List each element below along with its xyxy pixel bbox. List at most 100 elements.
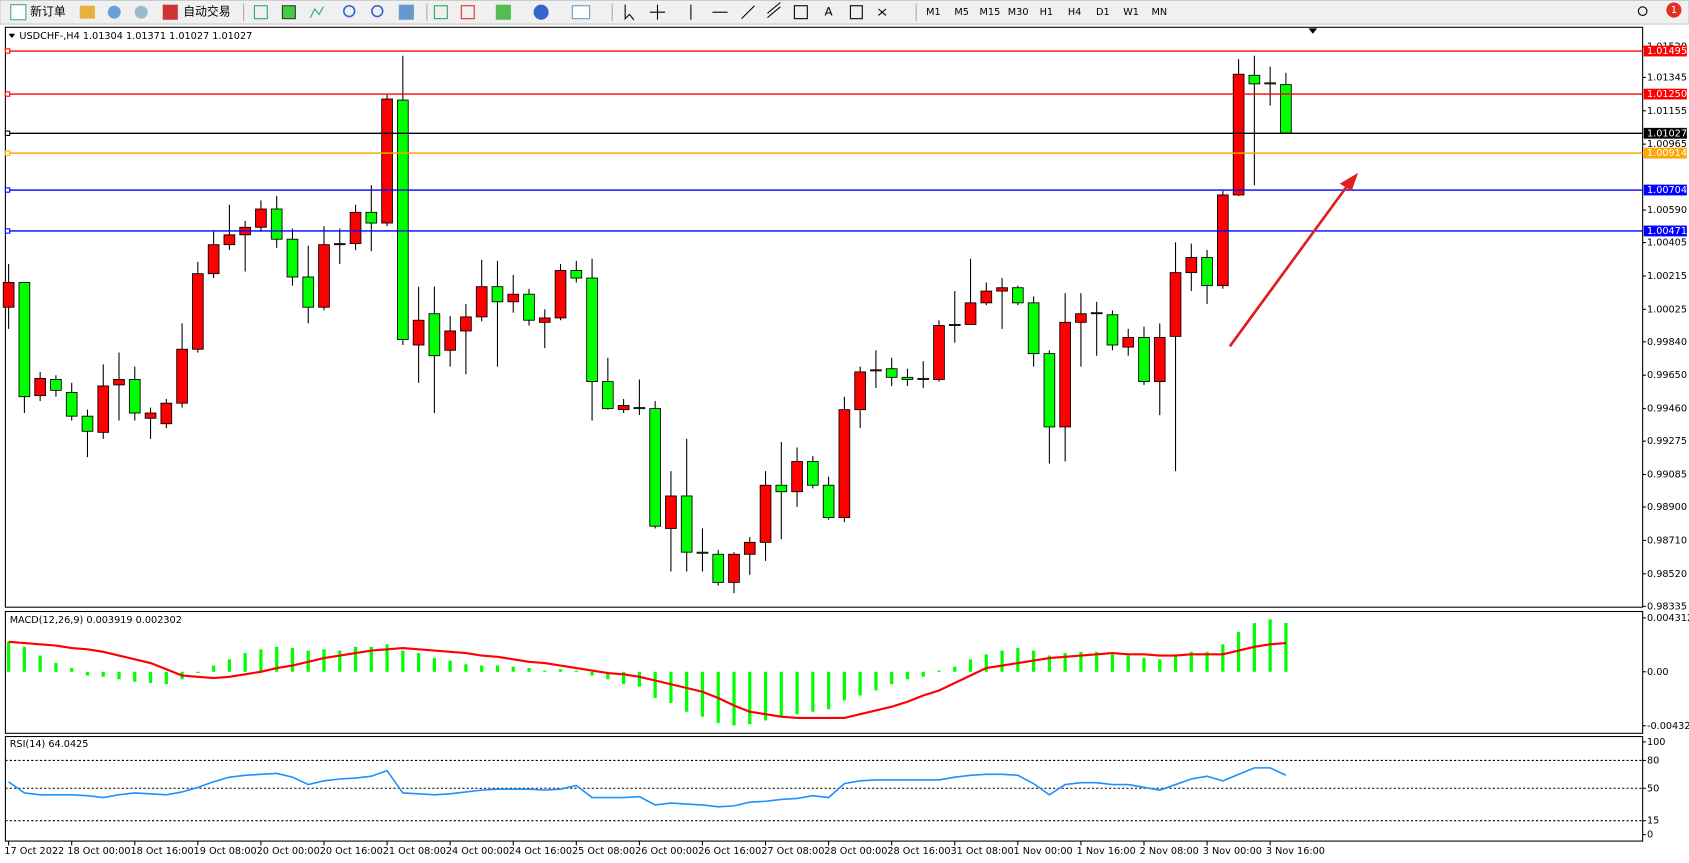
templates-icon[interactable]	[571, 5, 591, 20]
auto-trading-icon[interactable]	[162, 4, 178, 20]
macd-bar	[811, 671, 815, 712]
tool-icon[interactable]	[134, 5, 148, 19]
candle-body	[176, 348, 188, 404]
y-tick-label: 0.98900	[1647, 502, 1687, 513]
indicators-icon[interactable]	[495, 4, 511, 20]
macd-bar	[574, 670, 578, 672]
channel-tool[interactable]	[767, 2, 781, 19]
search-icon[interactable]	[1637, 6, 1648, 16]
bar-chart-icon[interactable]	[253, 5, 268, 20]
line-handle	[4, 150, 11, 156]
candle-body	[302, 276, 315, 308]
macd-bar	[148, 671, 153, 684]
macd-bar	[637, 671, 642, 687]
trendline-tool[interactable]	[741, 5, 755, 20]
candle-body	[649, 408, 661, 527]
notification-count: 1	[1671, 5, 1677, 16]
rsi-title: RSI(14) 64.0425	[10, 739, 89, 750]
price-label-box	[1643, 147, 1687, 159]
candle-body	[160, 402, 173, 425]
x-tick-label: 28 Oct 00:00	[824, 846, 887, 857]
x-tick-label: 17 Oct 2022	[4, 846, 64, 857]
y-tick-label: 0.99275	[1647, 436, 1687, 447]
candle-body	[18, 282, 31, 398]
candle-body	[349, 211, 362, 245]
timeframe-button[interactable]: H4	[1068, 7, 1081, 18]
candle-body	[570, 270, 583, 279]
macd-bar	[22, 646, 27, 672]
candle-body	[97, 385, 110, 433]
candle-body	[381, 98, 393, 224]
zoom-out[interactable]	[371, 4, 384, 18]
candle-body	[901, 376, 914, 380]
x-tick-label: 1 Nov 00:00	[1014, 846, 1073, 857]
macd-bar	[890, 671, 894, 685]
auto-trading-button[interactable]: 自动交易	[183, 5, 230, 19]
new-order-button[interactable]: 新订单	[30, 5, 66, 19]
macd-bar	[984, 654, 988, 672]
macd-bar	[700, 671, 705, 717]
price-label: 1.01495	[1647, 46, 1687, 57]
zoom-in[interactable]	[343, 4, 356, 18]
tool-icon[interactable]	[107, 5, 121, 19]
cursor-tool[interactable]	[624, 4, 635, 21]
new-order-icon[interactable]	[10, 4, 27, 21]
y-tick-label: 0.98520	[1647, 569, 1687, 580]
periods-icon[interactable]	[533, 4, 549, 20]
timeframe-button[interactable]: M5	[954, 7, 969, 18]
macd-bar	[1063, 653, 1067, 672]
tool-icon[interactable]	[79, 5, 95, 19]
candle-body	[980, 290, 993, 304]
timeframe-button[interactable]: MN	[1152, 7, 1168, 18]
label-tool[interactable]	[849, 5, 863, 20]
price-label: 1.01250	[1647, 89, 1687, 100]
macd-bar	[196, 671, 200, 674]
timeframe-button[interactable]: D1	[1096, 7, 1110, 18]
x-tick-label: 31 Oct 08:00	[950, 846, 1013, 857]
candle-body	[286, 238, 299, 278]
line-icon[interactable]	[309, 6, 324, 18]
y-tick-label: 1.00405	[1647, 238, 1687, 249]
candle-body	[854, 371, 866, 411]
line-handle	[4, 91, 11, 97]
candle-body	[444, 330, 456, 351]
macd-bar	[763, 671, 768, 721]
macd-bar	[921, 671, 925, 677]
macd-bar	[275, 646, 279, 672]
timeframe-button[interactable]: H1	[1040, 7, 1053, 18]
macd-title: MACD(12,26,9) 0.003919 0.002302	[10, 615, 182, 626]
macd-bar	[968, 659, 973, 672]
timeframe-button[interactable]: M1	[926, 7, 941, 18]
candle-icon[interactable]	[281, 5, 296, 20]
candle-body	[113, 379, 125, 386]
macd-bar	[212, 665, 216, 672]
candle-body	[633, 407, 646, 410]
price-label: 1.01027	[1647, 128, 1687, 139]
candle-body	[586, 277, 598, 382]
notification-badge[interactable]	[1666, 2, 1682, 18]
candle-body	[65, 392, 78, 417]
timeframe-button[interactable]: M30	[1008, 7, 1029, 18]
timeframe-button[interactable]: W1	[1123, 7, 1139, 18]
candle-body	[81, 415, 94, 432]
y-tick-label: 100	[1647, 737, 1666, 748]
y-tick-label: 0	[1647, 830, 1653, 841]
crosshair-tool[interactable]	[649, 4, 666, 20]
macd-bar	[858, 671, 862, 696]
candle-body	[1090, 312, 1103, 315]
text-tool[interactable]: A	[825, 5, 833, 19]
y-tick-label: 1.01155	[1647, 106, 1687, 117]
title-marker	[8, 33, 16, 39]
autoscroll-icon[interactable]	[460, 5, 475, 20]
timeframe-button[interactable]: M15	[980, 7, 1001, 18]
x-tick-label: 21 Oct 08:00	[383, 846, 446, 857]
fibo-tool[interactable]	[793, 5, 808, 20]
arrows-tool[interactable]	[878, 8, 887, 16]
x-tick-label: 24 Oct 00:00	[446, 846, 509, 857]
candle-body	[365, 211, 378, 224]
shift-icon[interactable]	[433, 5, 448, 20]
candle-body	[728, 553, 740, 583]
tile-icon[interactable]	[398, 4, 414, 20]
y-tick-label: 0.00	[1647, 667, 1669, 678]
macd-bar	[338, 650, 342, 672]
